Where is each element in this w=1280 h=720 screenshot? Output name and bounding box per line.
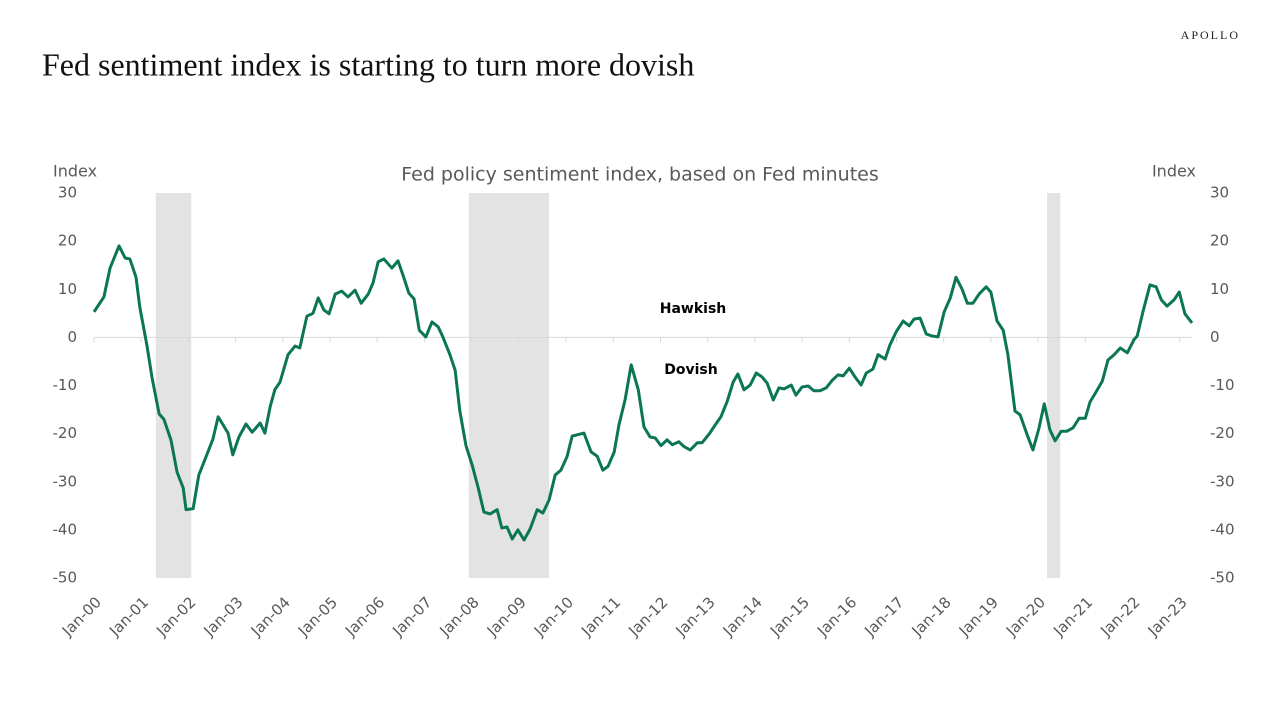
x-tick-label: Jan-14: [719, 593, 766, 640]
annotation: Dovish: [664, 362, 717, 378]
annotation: Hawkish: [660, 301, 727, 317]
brand: APOLLO: [1181, 28, 1240, 42]
y-tick-label: 10: [58, 280, 77, 298]
y-tick-label: -30: [53, 472, 78, 490]
x-tick-label: Jan-13: [672, 593, 719, 640]
y-tick-label: -40: [53, 520, 78, 538]
x-tick-label: Jan-20: [1002, 593, 1049, 640]
x-tick-label: Jan-07: [388, 593, 435, 640]
x-tick-label: Jan-09: [483, 593, 530, 640]
y-tick-label: 20: [58, 232, 77, 250]
plot: 30 20 10 0 -10 -20 -30 -40 -50 30 20 10 0 -10 -20 -30 -4…: [53, 184, 1235, 641]
x-tick-label: Jan-01: [105, 593, 152, 640]
x-tick-label: Jan-06: [341, 593, 388, 640]
series-line: [92, 244, 1194, 542]
page-title: Fed sentiment index is starting to turn …: [42, 46, 694, 82]
y-tick-label: 0: [67, 328, 77, 346]
x-tick-label: Jan-16: [813, 593, 860, 640]
x-tick-label: Jan-05: [294, 593, 341, 640]
y2-tick-label: -10: [1210, 376, 1235, 394]
y-tick-label: -10: [53, 376, 78, 394]
x-tick-label: Jan-12: [624, 593, 671, 640]
x-tick-label: Jan-08: [436, 593, 483, 640]
x-tick-label: Jan-03: [200, 593, 247, 640]
x-tick-label: Jan-17: [860, 593, 907, 640]
x-tick-label: Jan-22: [1096, 593, 1143, 640]
y2-tick-label: 30: [1210, 184, 1229, 202]
x-tick-label: Jan-02: [152, 593, 199, 640]
shaded-period: [155, 193, 192, 578]
y2-tick-label: -40: [1210, 520, 1235, 538]
x-tick-label: Jan-04: [247, 593, 294, 640]
y-tick-label: 30: [58, 184, 77, 202]
y2-tick-label: -50: [1210, 569, 1235, 587]
x-tick-label: Jan-23: [1144, 593, 1191, 640]
y2-tick-label: -20: [1210, 424, 1235, 442]
x-tick-label: Jan-11: [577, 593, 624, 640]
y-axis-label: Index: [53, 162, 97, 181]
chart-title: Fed policy sentiment index, based on Fed…: [401, 164, 879, 186]
shaded-period: [1047, 193, 1061, 578]
x-tick-label: Jan-10: [530, 593, 577, 640]
x-tick-label: Jan-19: [955, 593, 1002, 640]
shaded-period: [468, 193, 550, 578]
y2-tick-label: -30: [1210, 472, 1235, 490]
x-tick-label: Jan-00: [58, 593, 105, 640]
y2-tick-label: 10: [1210, 280, 1229, 298]
y2-axis-label: Index: [1152, 162, 1196, 181]
x-tick-label: Jan-15: [766, 593, 813, 640]
y-tick-label: -50: [53, 569, 78, 587]
y2-tick-label: 20: [1210, 232, 1229, 250]
y2-tick-label: 0: [1210, 328, 1220, 346]
y-tick-label: -20: [53, 424, 78, 442]
x-tick-label: Jan-18: [908, 593, 955, 640]
x-tick-label: Jan-21: [1049, 593, 1096, 640]
